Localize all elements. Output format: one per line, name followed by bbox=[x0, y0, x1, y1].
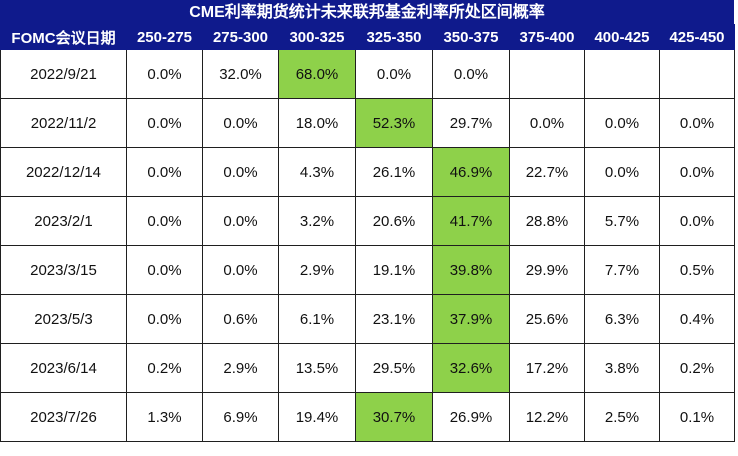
probability-cell: 5.7% bbox=[584, 196, 660, 246]
probability-cell: 0.0% bbox=[659, 147, 735, 197]
probability-cell: 23.1% bbox=[355, 294, 433, 344]
probability-cell: 25.6% bbox=[509, 294, 585, 344]
probability-table: FOMC会议日期 250-275 275-300 300-325 325-350 350-… bbox=[0, 24, 735, 442]
column-header-275-300: 275-300 bbox=[202, 24, 279, 50]
probability-cell: 19.4% bbox=[278, 392, 356, 442]
probability-cell-highlighted: 39.8% bbox=[432, 245, 510, 295]
probability-cell: 22.7% bbox=[509, 147, 585, 197]
probability-cell: 20.6% bbox=[355, 196, 433, 246]
probability-cell: 0.0% bbox=[659, 98, 735, 148]
probability-cell: 19.1% bbox=[355, 245, 433, 295]
row-date-cell: 2023/7/26 bbox=[0, 392, 127, 442]
probability-cell: 3.8% bbox=[584, 343, 660, 393]
probability-cell: 0.0% bbox=[126, 49, 203, 99]
table-row: 2022/11/2 0.0% 0.0% 18.0% 52.3% 29.7% 0.0% 0.0%… bbox=[0, 98, 735, 148]
probability-cell: 26.1% bbox=[355, 147, 433, 197]
probability-cell: 29.9% bbox=[509, 245, 585, 295]
probability-cell-highlighted: 46.9% bbox=[432, 147, 510, 197]
column-header-date: FOMC会议日期 bbox=[0, 24, 127, 50]
column-header-350-375: 350-375 bbox=[432, 24, 510, 50]
probability-cell: 0.0% bbox=[126, 98, 203, 148]
table-row: 2023/5/3 0.0% 0.6% 6.1% 23.1% 37.9% 25.6% 6.3% 0… bbox=[0, 294, 735, 344]
probability-cell: 0.0% bbox=[584, 98, 660, 148]
probability-cell: 0.0% bbox=[202, 196, 279, 246]
probability-cell: 0.6% bbox=[202, 294, 279, 344]
column-header-400-425: 400-425 bbox=[584, 24, 660, 50]
row-date-cell: 2023/2/1 bbox=[0, 196, 127, 246]
probability-cell-highlighted: 30.7% bbox=[355, 392, 433, 442]
probability-cell: 3.2% bbox=[278, 196, 356, 246]
probability-cell: 0.2% bbox=[659, 343, 735, 393]
probability-cell-highlighted: 32.6% bbox=[432, 343, 510, 393]
probability-cell: 0.0% bbox=[126, 196, 203, 246]
probability-cell: 2.9% bbox=[278, 245, 356, 295]
probability-cell-highlighted: 68.0% bbox=[278, 49, 356, 99]
probability-cell: 2.5% bbox=[584, 392, 660, 442]
probability-cell: 6.3% bbox=[584, 294, 660, 344]
table-row: 2023/2/1 0.0% 0.0% 3.2% 20.6% 41.7% 28.8% 5.7% 0… bbox=[0, 196, 735, 246]
probability-cell: 0.1% bbox=[659, 392, 735, 442]
column-header-250-275: 250-275 bbox=[126, 24, 203, 50]
probability-cell: 4.3% bbox=[278, 147, 356, 197]
probability-cell: 0.2% bbox=[126, 343, 203, 393]
probability-cell: 17.2% bbox=[509, 343, 585, 393]
probability-cell: 0.0% bbox=[659, 196, 735, 246]
column-header-375-400: 375-400 bbox=[509, 24, 585, 50]
row-date-cell: 2023/5/3 bbox=[0, 294, 127, 344]
row-date-cell: 2023/6/14 bbox=[0, 343, 127, 393]
probability-cell: 32.0% bbox=[202, 49, 279, 99]
probability-cell bbox=[509, 49, 585, 99]
column-header-325-350: 325-350 bbox=[355, 24, 433, 50]
probability-cell: 1.3% bbox=[126, 392, 203, 442]
probability-cell: 6.1% bbox=[278, 294, 356, 344]
probability-cell: 12.2% bbox=[509, 392, 585, 442]
probability-cell: 2.9% bbox=[202, 343, 279, 393]
probability-cell: 26.9% bbox=[432, 392, 510, 442]
probability-cell: 18.0% bbox=[278, 98, 356, 148]
table-row: 2022/9/21 0.0% 32.0% 68.0% 0.0% 0.0% bbox=[0, 49, 735, 99]
probability-cell: 6.9% bbox=[202, 392, 279, 442]
probability-cell: 7.7% bbox=[584, 245, 660, 295]
probability-cell bbox=[584, 49, 660, 99]
table-row: 2023/7/26 1.3% 6.9% 19.4% 30.7% 26.9% 12.2% 2.5… bbox=[0, 392, 735, 442]
probability-cell-highlighted: 52.3% bbox=[355, 98, 433, 148]
table-row: 2022/12/14 0.0% 0.0% 4.3% 26.1% 46.9% 22.7% 0.0… bbox=[0, 147, 735, 197]
table-title: CME利率期货统计未来联邦基金利率所处区间概率 bbox=[0, 0, 734, 24]
probability-cell: 0.0% bbox=[126, 245, 203, 295]
probability-cell: 0.0% bbox=[509, 98, 585, 148]
table-body: 2022/9/21 0.0% 32.0% 68.0% 0.0% 0.0% 2022/11/2… bbox=[0, 49, 735, 442]
table-row: 2023/6/14 0.2% 2.9% 13.5% 29.5% 32.6% 17.2% 3.8… bbox=[0, 343, 735, 393]
row-date-cell: 2023/3/15 bbox=[0, 245, 127, 295]
probability-cell: 0.0% bbox=[126, 294, 203, 344]
row-date-cell: 2022/9/21 bbox=[0, 49, 127, 99]
probability-cell: 0.0% bbox=[202, 147, 279, 197]
probability-cell: 0.0% bbox=[202, 98, 279, 148]
probability-cell: 0.4% bbox=[659, 294, 735, 344]
probability-cell: 29.5% bbox=[355, 343, 433, 393]
probability-cell: 29.7% bbox=[432, 98, 510, 148]
probability-cell: 28.8% bbox=[509, 196, 585, 246]
probability-cell: 0.0% bbox=[355, 49, 433, 99]
row-date-cell: 2022/12/14 bbox=[0, 147, 127, 197]
column-header-425-450: 425-450 bbox=[659, 24, 735, 50]
probability-cell bbox=[659, 49, 735, 99]
probability-cell-highlighted: 37.9% bbox=[432, 294, 510, 344]
header-row: FOMC会议日期 250-275 275-300 300-325 325-350 350-… bbox=[0, 24, 735, 50]
probability-cell: 13.5% bbox=[278, 343, 356, 393]
row-date-cell: 2022/11/2 bbox=[0, 98, 127, 148]
probability-cell: 0.0% bbox=[202, 245, 279, 295]
probability-cell: 0.5% bbox=[659, 245, 735, 295]
probability-cell: 0.0% bbox=[432, 49, 510, 99]
probability-cell-highlighted: 41.7% bbox=[432, 196, 510, 246]
probability-cell: 0.0% bbox=[126, 147, 203, 197]
probability-cell: 0.0% bbox=[584, 147, 660, 197]
column-header-300-325: 300-325 bbox=[278, 24, 356, 50]
table-row: 2023/3/15 0.0% 0.0% 2.9% 19.1% 39.8% 29.9% 7.7%… bbox=[0, 245, 735, 295]
